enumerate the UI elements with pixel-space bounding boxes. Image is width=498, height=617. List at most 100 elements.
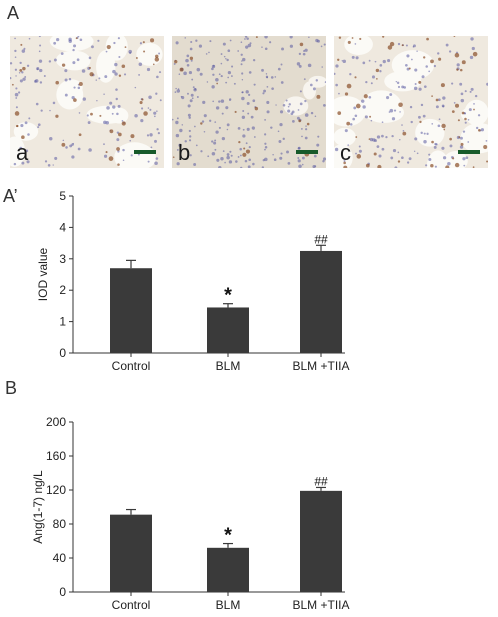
nucleus bbox=[298, 164, 302, 168]
stain-spot bbox=[174, 59, 178, 64]
nucleus bbox=[288, 103, 291, 106]
nucleus bbox=[463, 164, 466, 167]
nucleus bbox=[428, 157, 432, 162]
significance-mark: ## bbox=[314, 232, 328, 246]
nucleus bbox=[301, 163, 304, 166]
nucleus bbox=[18, 71, 21, 74]
stain-spot bbox=[55, 80, 59, 85]
micrograph-a-image bbox=[10, 36, 164, 168]
nucleus bbox=[26, 64, 30, 67]
nucleus bbox=[172, 118, 174, 121]
nucleus bbox=[181, 96, 185, 100]
stain-spot bbox=[130, 134, 135, 139]
nucleus bbox=[308, 36, 310, 38]
stain-spot bbox=[75, 37, 78, 40]
scale-bar bbox=[134, 150, 156, 154]
nucleus bbox=[434, 165, 437, 168]
nucleus bbox=[72, 61, 76, 65]
nucleus bbox=[174, 91, 177, 93]
nucleus bbox=[112, 105, 116, 109]
x-tick-label: BLM +TIIA bbox=[292, 598, 349, 612]
alveolar-space bbox=[10, 136, 26, 167]
nucleus bbox=[49, 109, 51, 112]
nucleus bbox=[297, 146, 301, 150]
nucleus bbox=[130, 154, 133, 157]
nucleus bbox=[15, 97, 18, 99]
nucleus bbox=[264, 118, 266, 121]
nucleus bbox=[87, 121, 91, 124]
stain-spot bbox=[255, 36, 258, 39]
nucleus bbox=[37, 126, 40, 129]
stain-spot bbox=[472, 166, 475, 168]
stain-spot bbox=[486, 160, 488, 163]
nucleus bbox=[399, 139, 401, 141]
nucleus bbox=[480, 128, 485, 132]
nucleus bbox=[20, 123, 24, 128]
nucleus bbox=[315, 79, 318, 82]
nucleus bbox=[189, 47, 193, 51]
nucleus bbox=[118, 55, 121, 58]
y-tick-label: 80 bbox=[53, 517, 67, 531]
stain-spot bbox=[456, 68, 459, 71]
stain-spot bbox=[483, 145, 488, 150]
nucleus bbox=[241, 91, 244, 94]
nucleus bbox=[191, 97, 194, 100]
nucleus bbox=[448, 50, 452, 53]
nucleus bbox=[241, 60, 243, 62]
nucleus bbox=[10, 62, 13, 65]
stain-spot bbox=[375, 68, 380, 73]
nucleus bbox=[287, 162, 291, 165]
nucleus bbox=[156, 128, 159, 131]
nucleus bbox=[303, 78, 306, 81]
nucleus bbox=[223, 55, 226, 58]
stain-spot bbox=[430, 59, 434, 64]
x-tick-label: Control bbox=[112, 598, 151, 612]
nucleus bbox=[321, 66, 323, 68]
nucleus bbox=[71, 95, 75, 100]
nucleus bbox=[368, 95, 372, 99]
nucleus bbox=[435, 105, 439, 109]
nucleus bbox=[155, 157, 159, 160]
nucleus bbox=[355, 152, 357, 155]
nucleus bbox=[261, 166, 265, 168]
nucleus bbox=[113, 41, 116, 45]
nucleus bbox=[300, 127, 303, 130]
y-tick-label: 160 bbox=[46, 449, 66, 463]
nucleus bbox=[153, 111, 157, 115]
nucleus bbox=[79, 38, 83, 42]
micrograph-label-c: c bbox=[340, 140, 351, 165]
nucleus bbox=[414, 137, 418, 141]
nucleus bbox=[21, 161, 25, 165]
nucleus bbox=[183, 71, 187, 76]
y-tick-label: 3 bbox=[59, 252, 66, 266]
alveolar-space bbox=[464, 99, 488, 126]
nucleus bbox=[114, 62, 118, 67]
nucleus bbox=[230, 154, 233, 157]
nucleus bbox=[476, 126, 479, 130]
nucleus bbox=[253, 83, 256, 86]
nucleus bbox=[190, 59, 193, 62]
nucleus bbox=[227, 76, 230, 79]
nucleus bbox=[72, 142, 74, 145]
nucleus bbox=[156, 110, 158, 112]
nucleus bbox=[208, 51, 210, 54]
stain-spot bbox=[344, 92, 349, 96]
nucleus bbox=[189, 99, 193, 103]
nucleus bbox=[184, 37, 187, 39]
nucleus bbox=[320, 45, 323, 48]
stain-spot bbox=[464, 117, 467, 121]
stain-spot bbox=[440, 83, 445, 88]
nucleus bbox=[449, 144, 453, 148]
nucleus bbox=[156, 75, 159, 79]
nucleus bbox=[64, 69, 68, 73]
nucleus bbox=[264, 47, 268, 51]
nucleus bbox=[17, 91, 21, 94]
nucleus bbox=[241, 96, 245, 101]
stain-spot bbox=[369, 115, 372, 118]
x-tick-label: Control bbox=[112, 359, 151, 373]
nucleus bbox=[187, 113, 191, 117]
nucleus bbox=[246, 37, 249, 40]
nucleus bbox=[209, 119, 212, 122]
alveolar-space bbox=[334, 127, 356, 147]
nucleus bbox=[39, 81, 43, 84]
